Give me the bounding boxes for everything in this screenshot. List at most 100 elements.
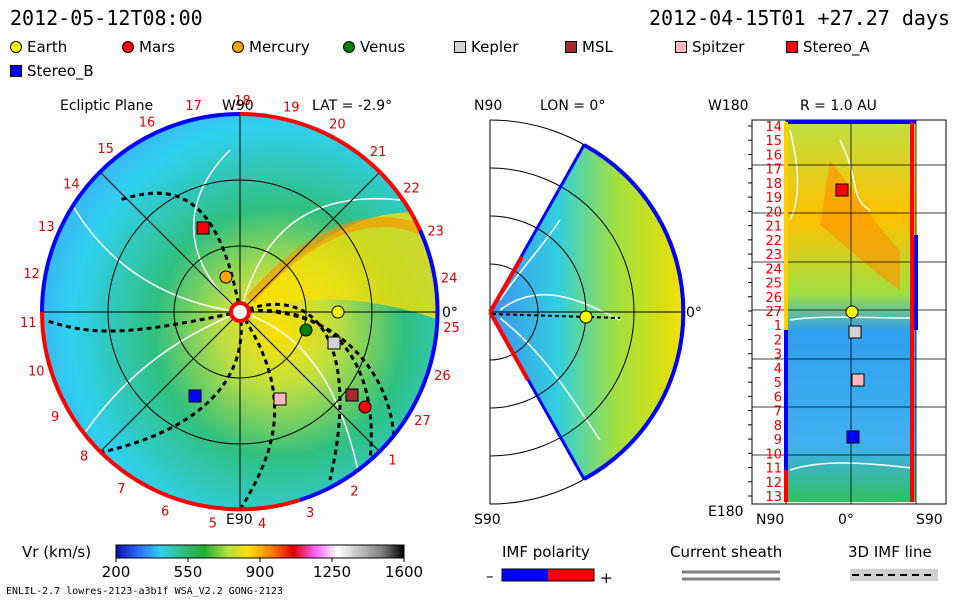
- ecliptic-stereo-b-marker: [188, 389, 202, 403]
- kepler-marker-icon: [454, 41, 466, 53]
- ecliptic-title: Ecliptic Plane: [60, 98, 153, 114]
- ecliptic-mars-marker: [358, 400, 372, 414]
- carrington-row-7: 7: [774, 405, 782, 420]
- carrington-row-20: 20: [765, 205, 782, 220]
- carrington-stereo-a-marker: [835, 183, 849, 197]
- rotation-tick-4: 4: [258, 517, 266, 532]
- carrington-row-16: 16: [765, 148, 782, 163]
- meridional-right-label: 0°: [686, 305, 702, 321]
- imf-line-title: 3D IMF line: [848, 543, 932, 561]
- carrington-spitzer-marker: [851, 373, 865, 387]
- ecliptic-top-label: W90: [222, 98, 254, 114]
- legend-item-mars: Mars: [122, 38, 175, 56]
- mercury-marker-icon: [232, 41, 244, 53]
- imf-negative-swatch: [502, 569, 548, 581]
- rotation-tick-labels: 1920212223242526271234567891011121314151…: [20, 94, 460, 532]
- rotation-tick-15: 15: [97, 142, 114, 157]
- rotation-tick-24: 24: [441, 272, 458, 287]
- rotation-tick-25: 25: [443, 321, 460, 336]
- legend-item-stereo-a: Stereo_A: [786, 38, 870, 56]
- imf-plus-label: +: [600, 569, 613, 587]
- meridional-panel: N90 LON = 0° S90 0°: [474, 98, 702, 528]
- colorbar-ticks: 200 550 900 1250 1600: [102, 558, 423, 581]
- legend-item-stereo-b: Stereo_B: [10, 62, 94, 80]
- imf-polarity-legend: – +: [486, 567, 613, 587]
- carrington-row-10: 10: [765, 447, 782, 462]
- carrington-row-12: 12: [765, 476, 782, 491]
- object-legend: Earth Mars Mercury Venus Kepler MSL Spit…: [10, 38, 950, 82]
- rotation-tick-18: 18: [234, 94, 251, 109]
- carrington-stereo-b-marker: [846, 430, 860, 444]
- rotation-tick-21: 21: [370, 145, 387, 160]
- ecliptic-stereo-a-marker: [196, 221, 210, 235]
- rotation-tick-1: 1: [388, 453, 396, 468]
- carrington-row-4: 4: [774, 362, 782, 377]
- carrington-row-6: 6: [774, 390, 782, 405]
- carrington-row-15: 15: [765, 134, 782, 149]
- carrington-row-18: 18: [765, 177, 782, 192]
- carrington-row-24: 24: [765, 262, 782, 277]
- carrington-row-8: 8: [774, 419, 782, 434]
- msl-marker-icon: [565, 41, 577, 53]
- rotation-tick-26: 26: [434, 369, 451, 384]
- colorbar-tick-1250: 1250: [313, 563, 351, 581]
- ecliptic-overlays: [44, 149, 438, 510]
- ecliptic-earth-marker: [331, 305, 345, 319]
- imf-positive-swatch: [548, 569, 594, 581]
- imf-polarity-title: IMF polarity: [502, 543, 590, 561]
- earth-marker-icon: [10, 41, 22, 53]
- carrington-row-9: 9: [774, 433, 782, 448]
- rotation-tick-11: 11: [20, 316, 37, 331]
- legend-item-earth: Earth: [10, 38, 67, 56]
- rotation-tick-5: 5: [209, 516, 217, 531]
- rotation-tick-22: 22: [403, 181, 420, 196]
- velocity-colorbar: 200 550 900 1250 1600: [102, 544, 423, 581]
- carrington-r-label: R = 1.0 AU: [800, 98, 877, 114]
- carrington-bottom-left-label: E180: [708, 504, 744, 520]
- current-sheath-title: Current sheath: [670, 543, 783, 561]
- carrington-row-19: 19: [765, 191, 782, 206]
- carrington-row-22: 22: [765, 234, 782, 249]
- colorbar-title: Vr (km/s): [22, 543, 92, 561]
- legend-item-spitzer: Spitzer: [675, 38, 744, 56]
- carrington-row-17: 17: [765, 163, 782, 178]
- carrington-earth-marker: [845, 305, 859, 319]
- ecliptic-bottom-label: E90: [226, 512, 253, 528]
- rotation-tick-6: 6: [161, 504, 169, 519]
- carrington-row-23: 23: [765, 248, 782, 263]
- rotation-tick-19: 19: [283, 100, 300, 115]
- carrington-row-26: 26: [765, 291, 782, 306]
- rotation-tick-14: 14: [63, 177, 80, 192]
- carrington-row-14: 14: [765, 120, 782, 135]
- legend-item-mercury: Mercury: [232, 38, 310, 56]
- carrington-row-11: 11: [765, 462, 782, 477]
- rotation-tick-16: 16: [139, 115, 156, 130]
- carrington-row-13: 13: [765, 490, 782, 505]
- carrington-x-left: N90: [756, 512, 784, 528]
- carrington-row-5: 5: [774, 376, 782, 391]
- stereo-a-marker-icon: [786, 41, 798, 53]
- venus-marker-icon: [343, 41, 355, 53]
- ecliptic-venus-marker: [299, 323, 313, 337]
- colorbar-tick-900: 900: [246, 563, 275, 581]
- sun-marker: [229, 301, 251, 323]
- carrington-row-1: 1: [774, 319, 782, 334]
- colorbar-scale: [115, 544, 405, 559]
- rotation-tick-27: 27: [414, 414, 431, 429]
- rotation-tick-9: 9: [51, 410, 59, 425]
- ecliptic-kepler-marker: [327, 336, 341, 350]
- rotation-tick-10: 10: [28, 364, 45, 379]
- meridional-bottom-label: S90: [474, 512, 501, 528]
- rotation-tick-23: 23: [427, 224, 444, 239]
- carrington-row-3: 3: [774, 348, 782, 363]
- model-info-footer: ENLIL-2.7 lowres-2123-a3b1f WSA_V2.2 GON…: [6, 586, 283, 597]
- carrington-row-27: 27: [765, 305, 782, 320]
- carrington-row-21: 21: [765, 220, 782, 235]
- carrington-x-right: S90: [916, 512, 943, 528]
- rotation-tick-13: 13: [38, 220, 55, 235]
- carrington-row-labels: 1415161718192021222324252627123456789101…: [748, 120, 782, 505]
- legend-item-kepler: Kepler: [454, 38, 518, 56]
- rotation-tick-12: 12: [23, 267, 40, 282]
- rotation-tick-8: 8: [80, 450, 88, 465]
